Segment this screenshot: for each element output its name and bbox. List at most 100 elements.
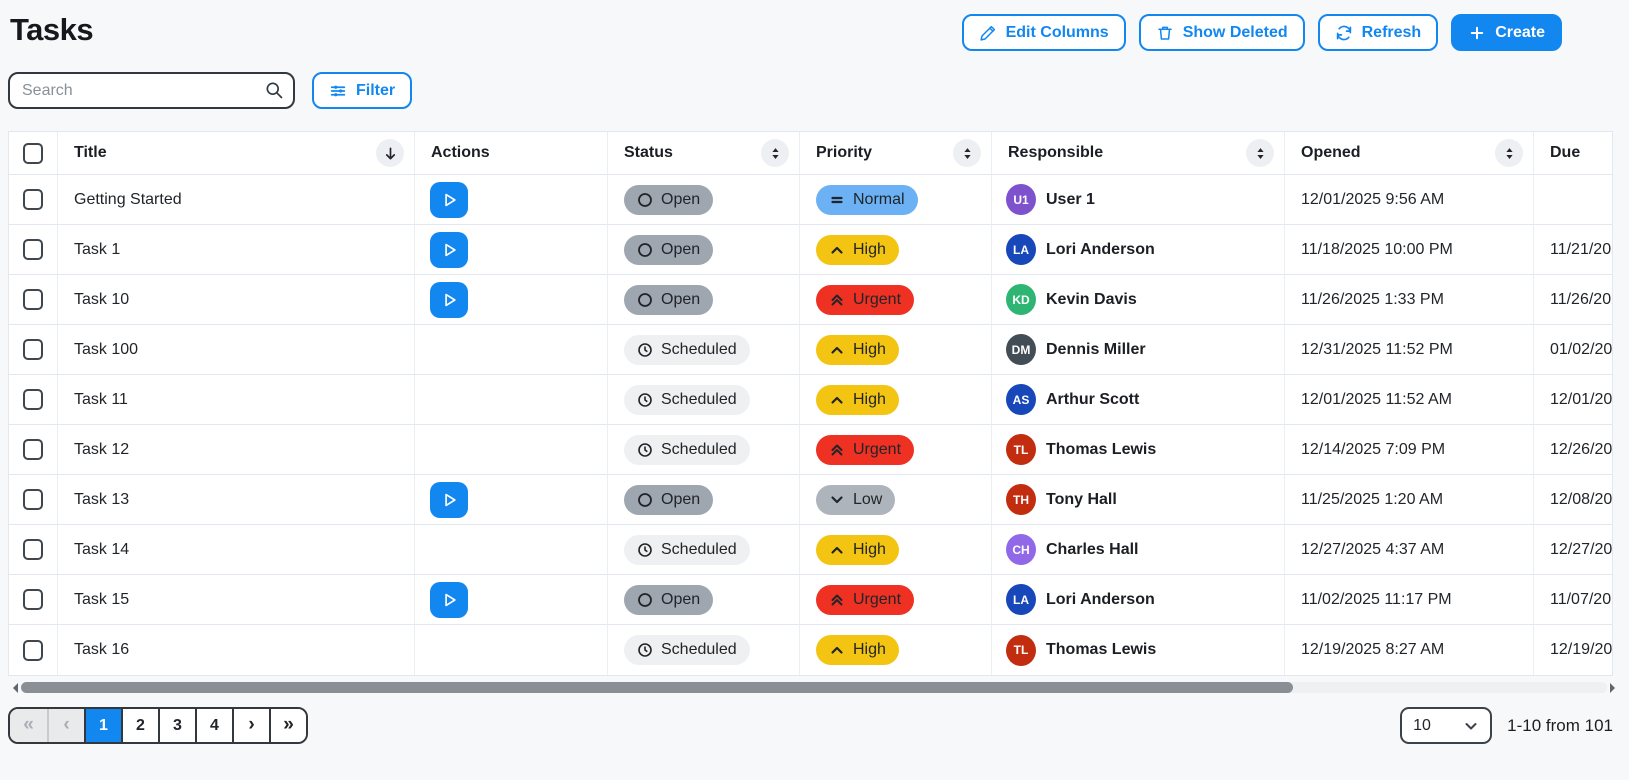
play-button[interactable] <box>430 581 468 618</box>
column-label: Actions <box>431 144 490 161</box>
chevron-down-icon <box>1463 718 1479 734</box>
table-row: Task 15 Open Urgent LA <box>9 575 1612 625</box>
opened-date: 11/25/2025 1:20 AM <box>1301 490 1444 508</box>
avatar: TH <box>1006 484 1036 515</box>
row-checkbox[interactable] <box>23 239 43 260</box>
row-checkbox[interactable] <box>23 339 43 360</box>
priority-label: Urgent <box>853 290 902 308</box>
table-row: Task 11 Scheduled High AS <box>9 375 1612 425</box>
status-label: Scheduled <box>661 340 737 358</box>
row-checkbox[interactable] <box>23 539 43 560</box>
opened-date: 11/26/2025 1:33 PM <box>1301 290 1444 308</box>
sort-icon[interactable] <box>1495 139 1523 167</box>
task-title: Task 10 <box>74 290 130 308</box>
last-page-button[interactable]: » <box>269 709 306 742</box>
priority-badge: Low <box>816 484 896 515</box>
opened-date: 11/02/2025 11:17 PM <box>1301 590 1452 608</box>
scroll-right-arrow-icon[interactable] <box>1610 682 1620 693</box>
opened-date: 12/31/2025 11:52 PM <box>1301 340 1453 358</box>
priority-badge: High <box>816 384 899 415</box>
avatar: KD <box>1006 284 1036 315</box>
column-header[interactable]: Opened <box>1285 132 1534 175</box>
task-title: Task 12 <box>74 440 130 458</box>
page-size-select[interactable]: 10 <box>1400 707 1493 744</box>
search-icon <box>264 80 284 100</box>
scrollbar-track[interactable] <box>21 682 1607 693</box>
scroll-left-arrow-icon[interactable] <box>8 682 18 693</box>
row-checkbox[interactable] <box>23 489 43 510</box>
tasks-page: Tasks Edit Columns Show Deleted Refresh … <box>8 12 1620 744</box>
table-row: Getting Started Open Normal U <box>9 175 1612 225</box>
page-button-3[interactable]: 3 <box>158 709 195 742</box>
due-date: 12/08/202 <box>1550 490 1613 508</box>
sort-descending-icon[interactable] <box>376 139 404 167</box>
priority-label: High <box>853 641 886 658</box>
pagination-summary: 1-10 from 101 <box>1507 715 1613 735</box>
table-row: Task 13 Open Low TH T <box>9 475 1613 525</box>
table-row: Task 14 Scheduled High CH <box>9 525 1613 575</box>
status-label: Scheduled <box>661 540 737 558</box>
row-checkbox[interactable] <box>23 389 43 410</box>
sort-icon[interactable] <box>953 139 981 167</box>
page-button-2[interactable]: 2 <box>121 709 158 742</box>
refresh-button[interactable]: Refresh <box>1317 14 1439 51</box>
play-button[interactable] <box>430 231 468 268</box>
due-date: 12/19/202 <box>1550 641 1613 658</box>
row-checkbox[interactable] <box>23 189 43 210</box>
next-page-button[interactable]: › <box>232 709 269 742</box>
column-header[interactable]: Status <box>608 132 800 175</box>
priority-label: Urgent <box>853 590 902 608</box>
page-button-4[interactable]: 4 <box>195 709 232 742</box>
column-header[interactable]: Due <box>1534 132 1612 175</box>
column-header[interactable]: Title <box>58 132 415 175</box>
priority-badge: Urgent <box>816 284 915 315</box>
responsible-name: Thomas Lewis <box>1046 641 1157 658</box>
filter-button[interactable]: Filter <box>312 72 413 109</box>
row-checkbox[interactable] <box>23 589 43 610</box>
due-date: 12/27/202 <box>1550 540 1613 558</box>
due-date: 11/26/202 <box>1550 290 1613 308</box>
row-checkbox[interactable] <box>23 439 43 460</box>
prev-page-button[interactable]: ‹ <box>47 709 84 742</box>
row-checkbox[interactable] <box>23 639 43 661</box>
column-header[interactable]: Priority <box>800 132 992 175</box>
opened-date: 12/01/2025 11:52 AM <box>1301 390 1452 408</box>
priority-label: High <box>853 390 886 408</box>
column-header[interactable]: Actions <box>415 132 608 175</box>
search-input[interactable] <box>8 72 295 109</box>
create-button[interactable]: Create <box>1451 14 1562 51</box>
column-label: Responsible <box>1008 144 1104 161</box>
status-label: Scheduled <box>661 641 737 658</box>
pagination-bar: « ‹ 1 2 3 4 › » 10 1-10 from 101 <box>8 707 1613 744</box>
responsible-name: User 1 <box>1046 190 1095 208</box>
status-badge: Open <box>624 284 714 315</box>
status-badge: Scheduled <box>624 434 750 465</box>
responsible-name: Dennis Miller <box>1046 340 1146 358</box>
play-button[interactable] <box>430 181 468 218</box>
column-header[interactable]: Responsible <box>992 132 1285 175</box>
edit-columns-button[interactable]: Edit Columns <box>961 14 1126 51</box>
priority-badge: High <box>816 334 899 365</box>
avatar: U1 <box>1006 184 1036 215</box>
priority-label: High <box>853 540 886 558</box>
play-button[interactable] <box>430 481 468 518</box>
scrollbar-thumb[interactable] <box>21 682 1293 693</box>
status-badge: Scheduled <box>624 384 750 415</box>
select-all-checkbox[interactable] <box>23 142 43 164</box>
opened-date: 12/14/2025 7:09 PM <box>1301 440 1446 458</box>
first-page-button[interactable]: « <box>10 709 47 742</box>
show-deleted-button[interactable]: Show Deleted <box>1138 14 1305 51</box>
opened-date: 12/01/2025 9:56 AM <box>1301 190 1445 208</box>
page-button-1[interactable]: 1 <box>84 709 121 742</box>
sort-icon[interactable] <box>761 139 789 167</box>
play-button[interactable] <box>430 281 468 318</box>
table-row: Task 100 Scheduled High DM <box>9 325 1612 375</box>
avatar: AS <box>1006 384 1036 415</box>
sort-icon[interactable] <box>1246 139 1274 167</box>
task-title: Task 13 <box>74 490 130 508</box>
priority-badge: High <box>816 234 899 265</box>
responsible-name: Charles Hall <box>1046 540 1139 558</box>
column-label: Priority <box>816 144 873 161</box>
row-checkbox[interactable] <box>23 289 43 310</box>
status-badge: Open <box>624 184 714 215</box>
